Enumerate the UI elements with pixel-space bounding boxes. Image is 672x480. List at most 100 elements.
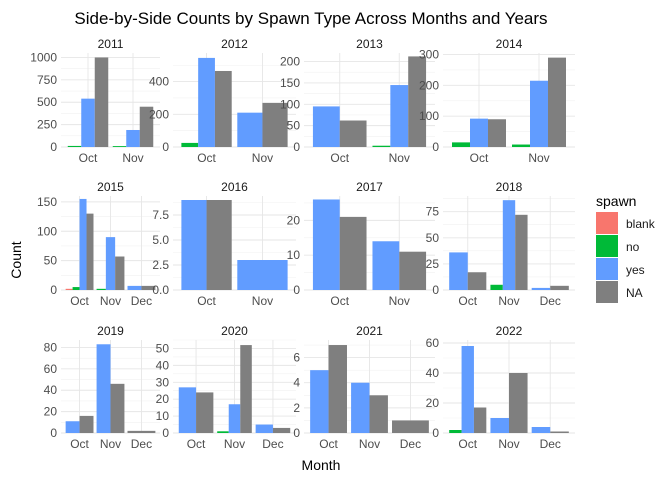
bar-2021-nov-yes — [351, 382, 370, 433]
legend: spawn blank no yes NA — [596, 193, 656, 303]
panel-2018: 0 25 50 75 Oct Nov Dec 2018 — [426, 180, 575, 308]
chart-title: Side-by-Side Counts by Spawn Type Across… — [74, 9, 547, 28]
bar-2022-oct-yes — [461, 346, 474, 433]
x-tick-label: Nov — [100, 294, 121, 308]
y-axis-title: Count — [8, 241, 24, 278]
bar-2019-nov-yes — [96, 344, 111, 433]
bar-2014-nov-na — [548, 57, 566, 147]
bar-2015-oct-no — [72, 287, 80, 290]
facet-title: 2013 — [356, 37, 383, 51]
bar-2015-oct-na — [86, 213, 94, 290]
bar-2013-nov-na — [408, 56, 427, 147]
bar-2018-nov-no — [490, 284, 503, 290]
facet-title: 2011 — [98, 37, 124, 51]
bar-2011-nov-na — [139, 106, 154, 147]
panel-2020: 0 10 20 30 40 50 Oct Nov Dec 2020 — [156, 324, 296, 451]
bar-2016-nov-yes — [237, 260, 288, 290]
y-tick-label: 50 — [426, 231, 440, 245]
panel-2015: 0 50 100 150 Oct Nov Dec 2015 — [37, 180, 160, 308]
y-tick-label: 20 — [44, 405, 58, 419]
facet-title: 2017 — [356, 180, 383, 194]
panel-2022: 0 20 40 60 Oct Nov Dec 2022 — [426, 324, 575, 451]
bar-2015-nov-na — [115, 256, 125, 290]
y-tick-label: 0 — [293, 140, 300, 154]
bar-2011-oct-no — [67, 145, 82, 147]
bar-2020-dec-na — [272, 427, 291, 433]
y-tick-label: 0 — [162, 140, 169, 154]
y-tick-label: 40 — [44, 383, 58, 397]
bar-2020-dec-yes — [255, 424, 273, 433]
bar-2022-dec-na — [550, 431, 569, 433]
bar-2019-oct-na — [79, 415, 94, 433]
facet-title: 2020 — [221, 324, 248, 338]
y-tick-label: 20 — [156, 392, 170, 406]
x-tick-label: Oct — [458, 294, 477, 308]
bar-2013-nov-no — [372, 145, 391, 147]
bar-2014-oct-na — [488, 119, 506, 147]
x-tick-label: Dec — [540, 294, 561, 308]
y-tick-label: 0 — [432, 283, 439, 297]
legend-label: yes — [626, 263, 645, 277]
y-tick-label: 40 — [426, 366, 440, 380]
panel-2017: 0 10 20 Oct Nov 2017 — [287, 180, 435, 308]
facet-title: 2021 — [356, 324, 383, 338]
y-tick-label: 150 — [280, 76, 300, 90]
legend-key-blank — [596, 212, 618, 234]
facet-title: 2019 — [97, 324, 124, 338]
bar-2018-nov-na — [515, 214, 528, 290]
bar-2018-dec-yes — [531, 287, 551, 290]
y-tick-label: 150 — [37, 195, 57, 209]
facet-title: 2015 — [97, 180, 124, 194]
bar-2022-nov-yes — [490, 418, 509, 433]
facet-title: 2012 — [221, 37, 248, 51]
y-tick-label: 75 — [426, 205, 440, 219]
y-tick-label: 0 — [432, 426, 439, 440]
panel-2012: 0 200 400 Oct Nov 2012 — [149, 37, 296, 165]
y-tick-label: 250 — [37, 118, 57, 132]
y-tick-label: 0 — [50, 283, 57, 297]
y-tick-label: 7.5 — [152, 208, 169, 222]
bar-2017-oct-yes — [312, 199, 340, 290]
y-tick-label: 750 — [37, 73, 57, 87]
bar-2016-oct-yes — [181, 200, 207, 290]
y-tick-label: 100 — [280, 97, 300, 111]
bar-2019-nov-na — [110, 383, 125, 433]
legend-label: blank — [626, 217, 656, 231]
x-tick-label: Nov — [498, 437, 519, 451]
panel-2019: 0 20 40 60 80 Oct Nov Dec 2019 — [44, 324, 160, 451]
x-tick-label: Oct — [330, 151, 349, 165]
y-tick-label: 0 — [50, 426, 57, 440]
x-tick-label: Nov — [252, 294, 273, 308]
bar-2013-oct-yes — [312, 106, 340, 147]
legend-key-yes — [596, 258, 618, 280]
bar-2019-dec-na — [127, 430, 156, 433]
x-tick-label: Dec — [400, 437, 421, 451]
y-tick-label: 50 — [44, 254, 58, 268]
x-tick-label: Oct — [70, 294, 89, 308]
bar-2020-nov-yes — [228, 404, 241, 433]
bar-2018-oct-yes — [449, 252, 468, 290]
y-tick-label: 400 — [149, 75, 169, 89]
y-tick-label: 100 — [419, 109, 439, 123]
y-tick-label: 200 — [280, 55, 300, 69]
bar-2017-nov-na — [399, 251, 427, 290]
bar-2018-dec-na — [550, 285, 569, 290]
y-tick-label: 0 — [50, 140, 57, 154]
bar-2015-nov-no — [96, 288, 106, 290]
bar-2012-oct-yes — [198, 57, 215, 148]
x-tick-label: Oct — [187, 437, 206, 451]
facet-title: 2016 — [221, 180, 248, 194]
x-tick-label: Oct — [197, 151, 216, 165]
bar-2015-dec-na — [141, 285, 156, 290]
bar-2017-oct-na — [339, 216, 367, 290]
bar-2015-oct-blank — [65, 288, 73, 290]
x-tick-label: Nov — [498, 294, 519, 308]
x-tick-label: Oct — [70, 437, 89, 451]
bar-2022-nov-na — [509, 373, 528, 433]
x-tick-label: Nov — [389, 151, 410, 165]
bar-2013-nov-yes — [390, 85, 409, 147]
y-tick-label: 60 — [426, 336, 440, 350]
y-tick-label: 6 — [293, 351, 300, 365]
bar-2015-nov-yes — [105, 237, 116, 290]
y-tick-label: 2 — [293, 401, 300, 415]
